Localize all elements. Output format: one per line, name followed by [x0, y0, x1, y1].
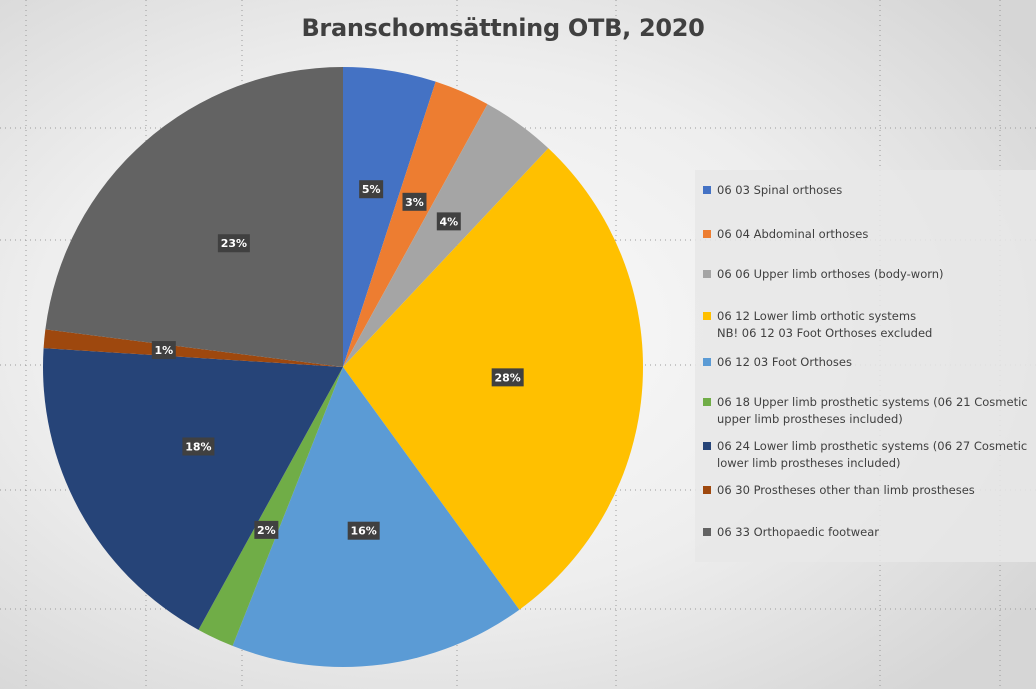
data-label-box [217, 234, 250, 253]
legend-item-5: 06 12 03 Foot Orthoses [703, 354, 1028, 371]
legend-swatch [703, 186, 711, 194]
legend-item-7: 06 24 Lower limb prosthetic systems (06 … [703, 438, 1028, 472]
pie-slice-1 [343, 67, 436, 367]
data-label-text: 4% [439, 215, 458, 228]
data-label-4: 28% [491, 368, 524, 387]
data-label-1: 5% [359, 180, 384, 199]
data-label-box [347, 521, 380, 540]
data-label-text: 16% [351, 525, 377, 538]
legend-item-8: 06 30 Prostheses other than limb prosthe… [703, 482, 1028, 499]
pie-slice-6 [198, 367, 343, 646]
data-label-text: 3% [405, 196, 424, 209]
legend-swatch [703, 312, 711, 320]
legend-swatch [703, 442, 711, 450]
legend-swatch [703, 528, 711, 536]
legend-label: 06 18 Upper limb prosthetic systems (06 … [717, 395, 1028, 426]
legend-label: 06 04 Abdominal orthoses [717, 227, 869, 241]
pie-slice-3 [343, 104, 549, 367]
legend-swatch [703, 230, 711, 238]
data-label-9: 23% [217, 234, 250, 253]
legend-item-6: 06 18 Upper limb prosthetic systems (06 … [703, 394, 1028, 428]
pie-slice-9 [45, 67, 343, 367]
legend-label: 06 33 Orthopaedic footwear [717, 525, 879, 539]
legend-label: 06 30 Prostheses other than limb prosthe… [717, 483, 975, 497]
pie-slice-7 [43, 348, 343, 630]
data-label-box [359, 180, 384, 199]
data-label-text: 2% [257, 524, 276, 537]
legend-swatch [703, 358, 711, 366]
legend-item-9: 06 33 Orthopaedic footwear [703, 524, 1028, 541]
pie-slice-5 [232, 367, 520, 667]
pie-slice-8 [43, 329, 343, 367]
data-label-text: 5% [362, 183, 381, 196]
pie-slice-2 [343, 81, 488, 367]
legend-item-1: 06 03 Spinal orthoses [703, 182, 1028, 199]
legend-label: 06 03 Spinal orthoses [717, 183, 843, 197]
legend-label: 06 06 Upper limb orthoses (body-worn) [717, 267, 944, 281]
data-label-box [151, 341, 176, 360]
legend-swatch [703, 486, 711, 494]
legend-item-4: 06 12 Lower limb orthotic systems NB! 06… [703, 308, 1028, 342]
data-label-2: 3% [402, 192, 427, 211]
data-label-box [182, 437, 215, 456]
legend-swatch [703, 270, 711, 278]
data-label-6: 2% [254, 520, 279, 539]
data-label-8: 1% [151, 341, 176, 360]
chart-title: Branschomsättning OTB, 2020 [301, 14, 705, 42]
legend-label: 06 24 Lower limb prosthetic systems (06 … [717, 439, 1028, 470]
legend-item-3: 06 06 Upper limb orthoses (body-worn) [703, 266, 1028, 283]
data-label-box [491, 368, 524, 387]
data-label-box [436, 212, 461, 231]
data-label-text: 1% [154, 344, 173, 357]
data-label-box [254, 520, 279, 539]
chart-legend: 06 03 Spinal orthoses 06 04 Abdominal ort… [695, 170, 1036, 562]
legend-item-2: 06 04 Abdominal orthoses [703, 226, 1028, 243]
legend-label: 06 12 Lower limb orthotic systems NB! 06… [717, 309, 933, 340]
legend-swatch [703, 398, 711, 406]
data-label-text: 23% [221, 237, 247, 250]
data-label-box [402, 192, 427, 211]
data-label-text: 18% [185, 440, 211, 453]
data-label-5: 16% [347, 521, 380, 540]
data-label-3: 4% [436, 212, 461, 231]
legend-label: 06 12 03 Foot Orthoses [717, 355, 852, 369]
data-label-text: 28% [495, 371, 521, 384]
data-label-7: 18% [182, 437, 215, 456]
